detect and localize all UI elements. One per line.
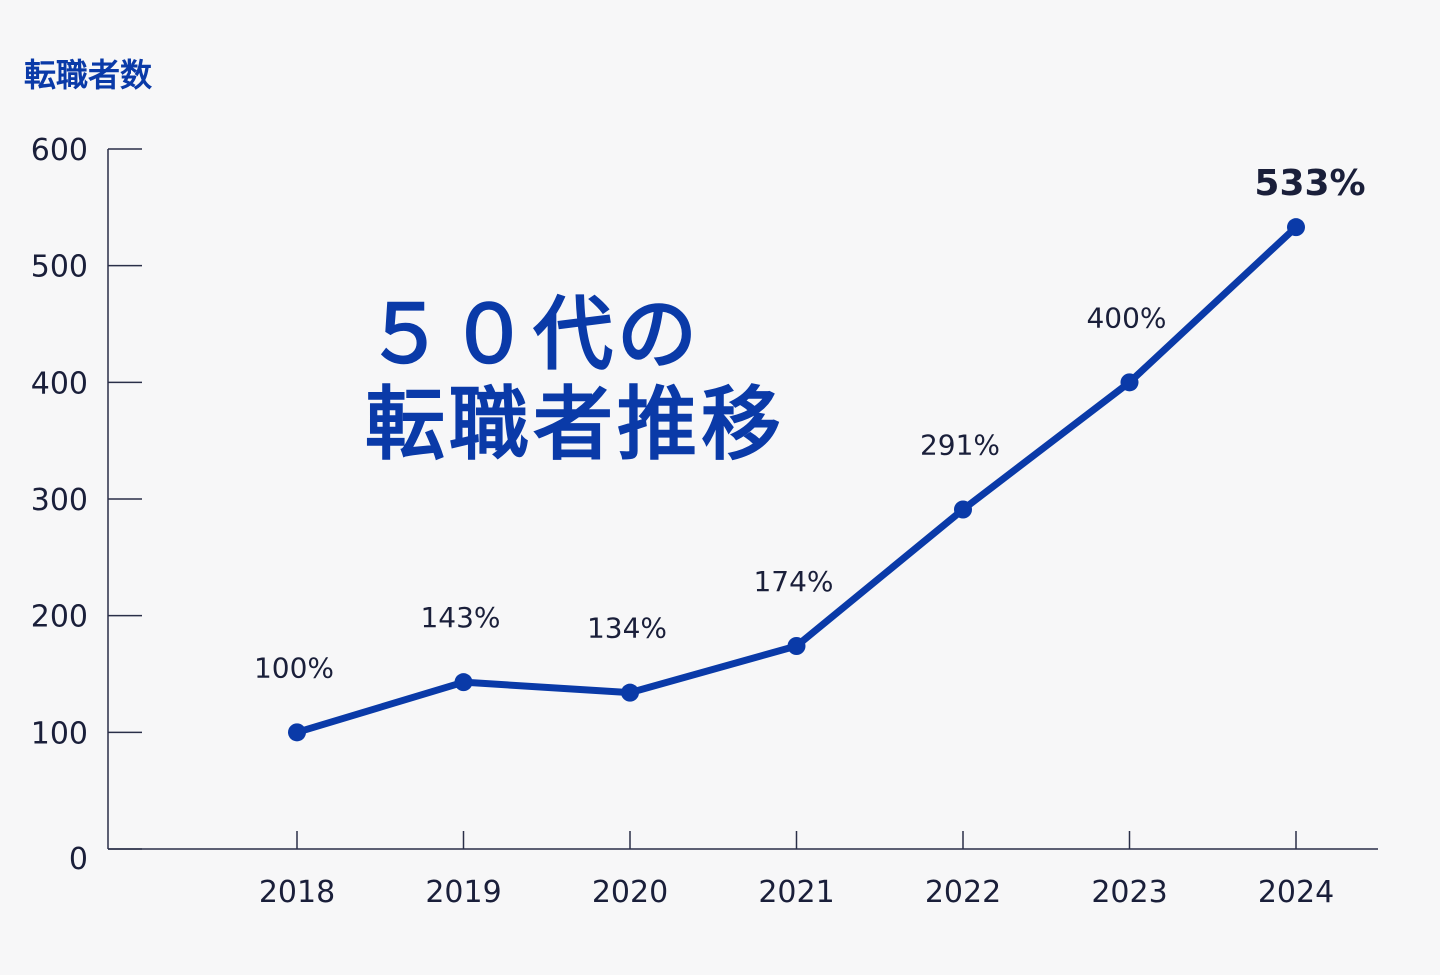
data-point [787,637,806,655]
data-point [454,673,473,692]
y-tick-label: 0 [69,842,88,877]
data-label: 143% [420,601,500,634]
data-label: 100% [254,651,334,684]
data-label: 400% [1086,301,1166,334]
data-point [954,500,972,519]
x-tick-label: 2022 [925,875,1001,910]
y-ticks: 0 100 200 300 400 500 600 [31,133,142,877]
data-label: 134% [587,612,667,645]
data-label: 174% [753,565,833,598]
y-tick-label: 500 [31,250,88,285]
y-tick-label: 100 [31,716,88,751]
data-point [1287,218,1305,237]
data-labels: 100% 143% 134% 174% 291% 400% 533% [254,163,1366,684]
y-axis-title: 転職者数 [24,56,153,94]
data-label: 291% [920,429,1000,462]
x-tick-label: 2023 [1091,875,1167,910]
data-point [288,723,306,742]
x-tick-label: 2020 [592,875,668,910]
series [288,218,1305,742]
x-ticks: 2018 2019 2020 2021 2022 2023 2024 [259,831,1334,910]
x-tick-label: 2021 [758,875,834,910]
y-tick-label: 200 [31,600,88,635]
y-tick-label: 400 [31,366,88,401]
overlay-title-line-2: 転職者推移 [365,378,785,471]
x-tick-label: 2019 [425,875,501,910]
x-tick-label: 2024 [1258,875,1334,910]
y-tick-label: 300 [31,483,88,518]
data-point [621,683,639,702]
chart-overlay-title: ５０代の 転職者推移 [365,288,785,471]
x-tick-label: 2018 [259,875,335,910]
y-tick-label: 600 [31,133,88,168]
axes [107,149,1378,850]
data-label: 533% [1254,163,1365,204]
data-point [1120,373,1139,392]
overlay-title-line-1: ５０代の [365,288,701,381]
